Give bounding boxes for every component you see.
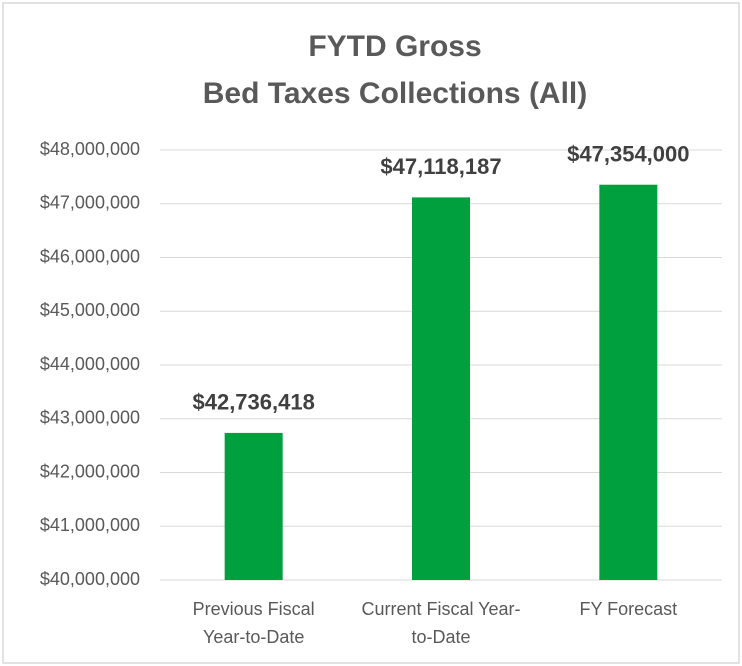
x-tick-label: Year-to-Date [203,627,304,647]
value-label: $42,736,418 [192,390,314,415]
value-label: $47,354,000 [567,142,689,167]
y-tick-label: $43,000,000 [40,408,140,428]
bar [224,432,283,580]
y-tick-label: $46,000,000 [40,246,140,266]
y-tick-label: $42,000,000 [40,461,140,481]
x-tick-label: Previous Fiscal [193,599,315,619]
y-tick-label: $47,000,000 [40,193,140,213]
y-tick-label: $44,000,000 [40,354,140,374]
x-tick-label: to-Date [411,627,470,647]
x-tick-label: FY Forecast [579,599,677,619]
chart-title: FYTD Gross [308,30,481,63]
x-tick-label: Current Fiscal Year- [361,599,520,619]
y-tick-label: $48,000,000 [40,139,140,159]
y-tick-label: $40,000,000 [40,569,140,589]
value-label: $47,118,187 [380,154,501,179]
y-tick-label: $41,000,000 [40,515,140,535]
bar [599,184,658,580]
chart-title: Bed Taxes Collections (All) [203,77,588,110]
bar [412,197,470,580]
y-tick-label: $45,000,000 [40,300,140,320]
